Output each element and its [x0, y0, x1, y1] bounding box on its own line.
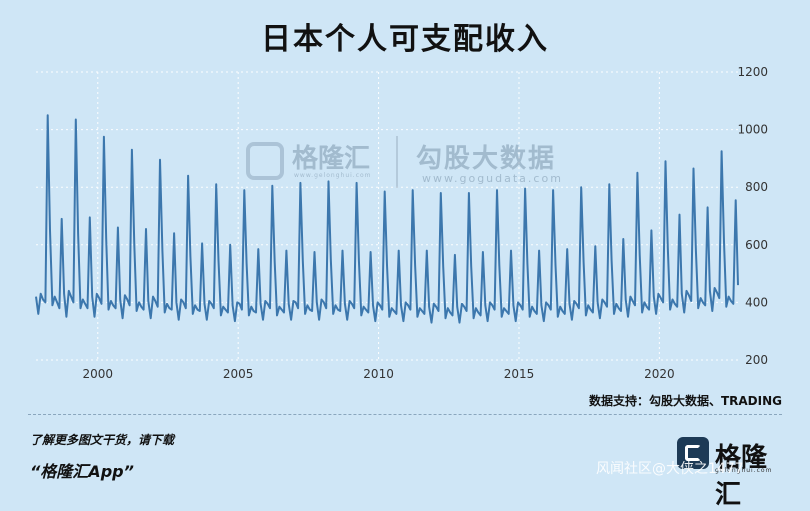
watermark-brand-2: 勾股大数据 [416, 144, 557, 174]
line-chart: 200 400 600 800 1000 1200 2000 2005 2010 2015 202… [35, 65, 768, 381]
y-tick-label: 400 [745, 295, 768, 309]
x-tick-label: 2005 [223, 367, 254, 381]
logo-icon [677, 437, 709, 469]
x-tick-label: 2020 [644, 367, 675, 381]
y-tick-label: 600 [745, 238, 768, 252]
watermark: 格隆汇 www.gelonghui.com 勾股大数据 www.gogudata… [246, 136, 576, 192]
x-axis-ticks: 2000 2005 2010 2015 2020 [83, 367, 675, 381]
x-tick-label: 2010 [363, 367, 394, 381]
chart-title: 日本个人可支配收入 [261, 22, 549, 57]
footer-text: 了解更多图文干货，请下载 [30, 433, 175, 447]
logo-subtext: gelonghui.com [715, 467, 773, 474]
divider [28, 414, 782, 415]
gelonghui-logo-icon [246, 142, 284, 180]
y-tick-label: 200 [745, 353, 768, 367]
watermark-brand: 格隆汇 [292, 144, 371, 174]
footer-app-name: “格隆汇App” [30, 462, 134, 481]
grid [36, 71, 738, 361]
watermark-url-2: www.gogudata.com [422, 172, 563, 185]
corner-watermark: 风闻社区@大侠之1477 [596, 461, 744, 477]
x-tick-label: 2015 [504, 367, 535, 381]
series-line [35, 114, 739, 324]
x-tick-label: 2000 [83, 367, 114, 381]
y-tick-label: 1200 [737, 65, 768, 79]
y-tick-label: 800 [745, 180, 768, 194]
data-source: 数据支持：勾股大数据、TRADING [588, 394, 782, 408]
watermark-separator [396, 136, 398, 188]
y-axis-ticks: 200 400 600 800 1000 1200 [737, 65, 768, 367]
watermark-url: www.gelonghui.com [294, 172, 372, 179]
y-tick-label: 1000 [737, 123, 768, 137]
